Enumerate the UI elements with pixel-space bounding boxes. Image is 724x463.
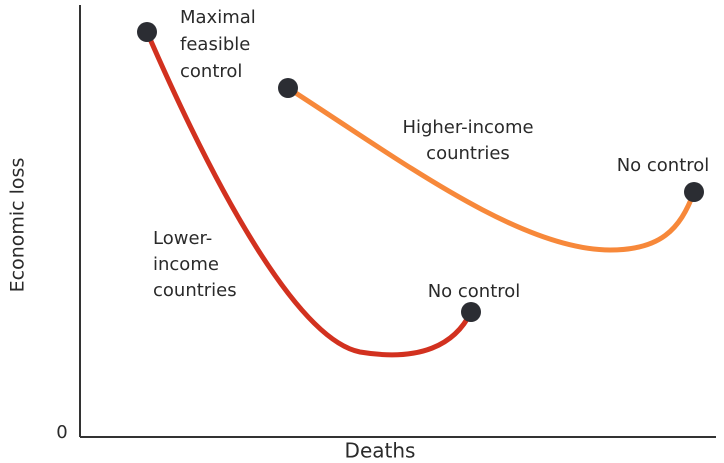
- point: [137, 22, 157, 42]
- point: [278, 78, 298, 98]
- higher-income-curve: [286, 85, 697, 253]
- end-label: No control: [428, 281, 521, 302]
- point: [684, 182, 704, 202]
- start-label: control: [180, 61, 242, 82]
- point: [461, 302, 481, 322]
- start-label: Maximal: [180, 7, 256, 28]
- curve-label: Higher-income: [402, 117, 533, 138]
- start-label: feasible: [180, 34, 250, 55]
- lower-income-curve: [144, 31, 474, 358]
- end-label: No control: [617, 155, 710, 176]
- x-axis-label: Deaths: [345, 439, 416, 463]
- origin-label: 0: [56, 422, 67, 443]
- curve-label: Lower-: [153, 228, 212, 249]
- y-axis-label: Economic loss: [7, 158, 29, 293]
- curve-label: income: [153, 254, 219, 275]
- curve-label: countries: [426, 143, 510, 164]
- curve-label: countries: [153, 280, 237, 301]
